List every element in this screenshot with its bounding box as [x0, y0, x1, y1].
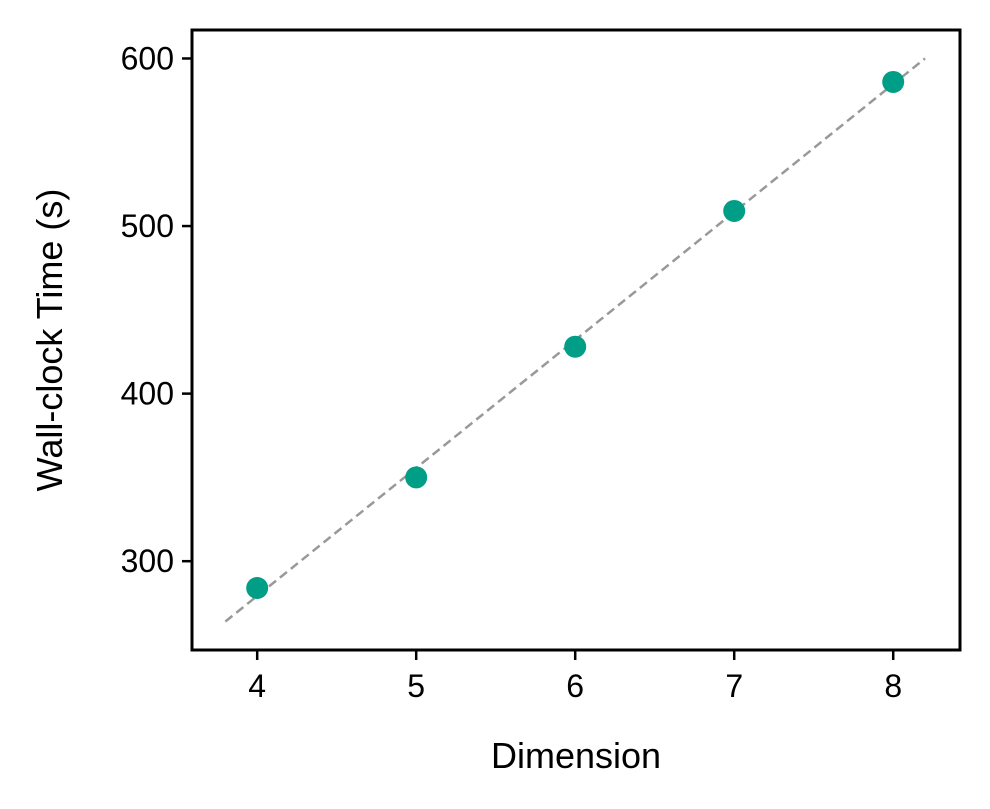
- data-point: [405, 466, 428, 489]
- x-tick-label: 8: [884, 668, 902, 704]
- x-axis-label: Dimension: [491, 735, 661, 776]
- y-axis-label: Wall-clock Time (s): [29, 189, 70, 492]
- y-tick-label: 600: [121, 40, 174, 76]
- data-point: [723, 199, 746, 222]
- y-tick-label: 500: [121, 208, 174, 244]
- data-points: [246, 70, 905, 599]
- data-point: [882, 70, 905, 93]
- axis-ticks: 4 5 6 7 8 300 400 500 600: [121, 40, 903, 704]
- plot-frame: [190, 28, 962, 652]
- x-tick-label: 6: [566, 668, 584, 704]
- x-tick-label: 5: [407, 668, 425, 704]
- data-point: [246, 577, 269, 599]
- y-tick-label: 400: [121, 376, 174, 412]
- x-tick-label: 7: [725, 668, 743, 704]
- y-tick-label: 300: [121, 543, 174, 579]
- data-point: [564, 335, 587, 358]
- x-tick-label: 4: [248, 668, 266, 704]
